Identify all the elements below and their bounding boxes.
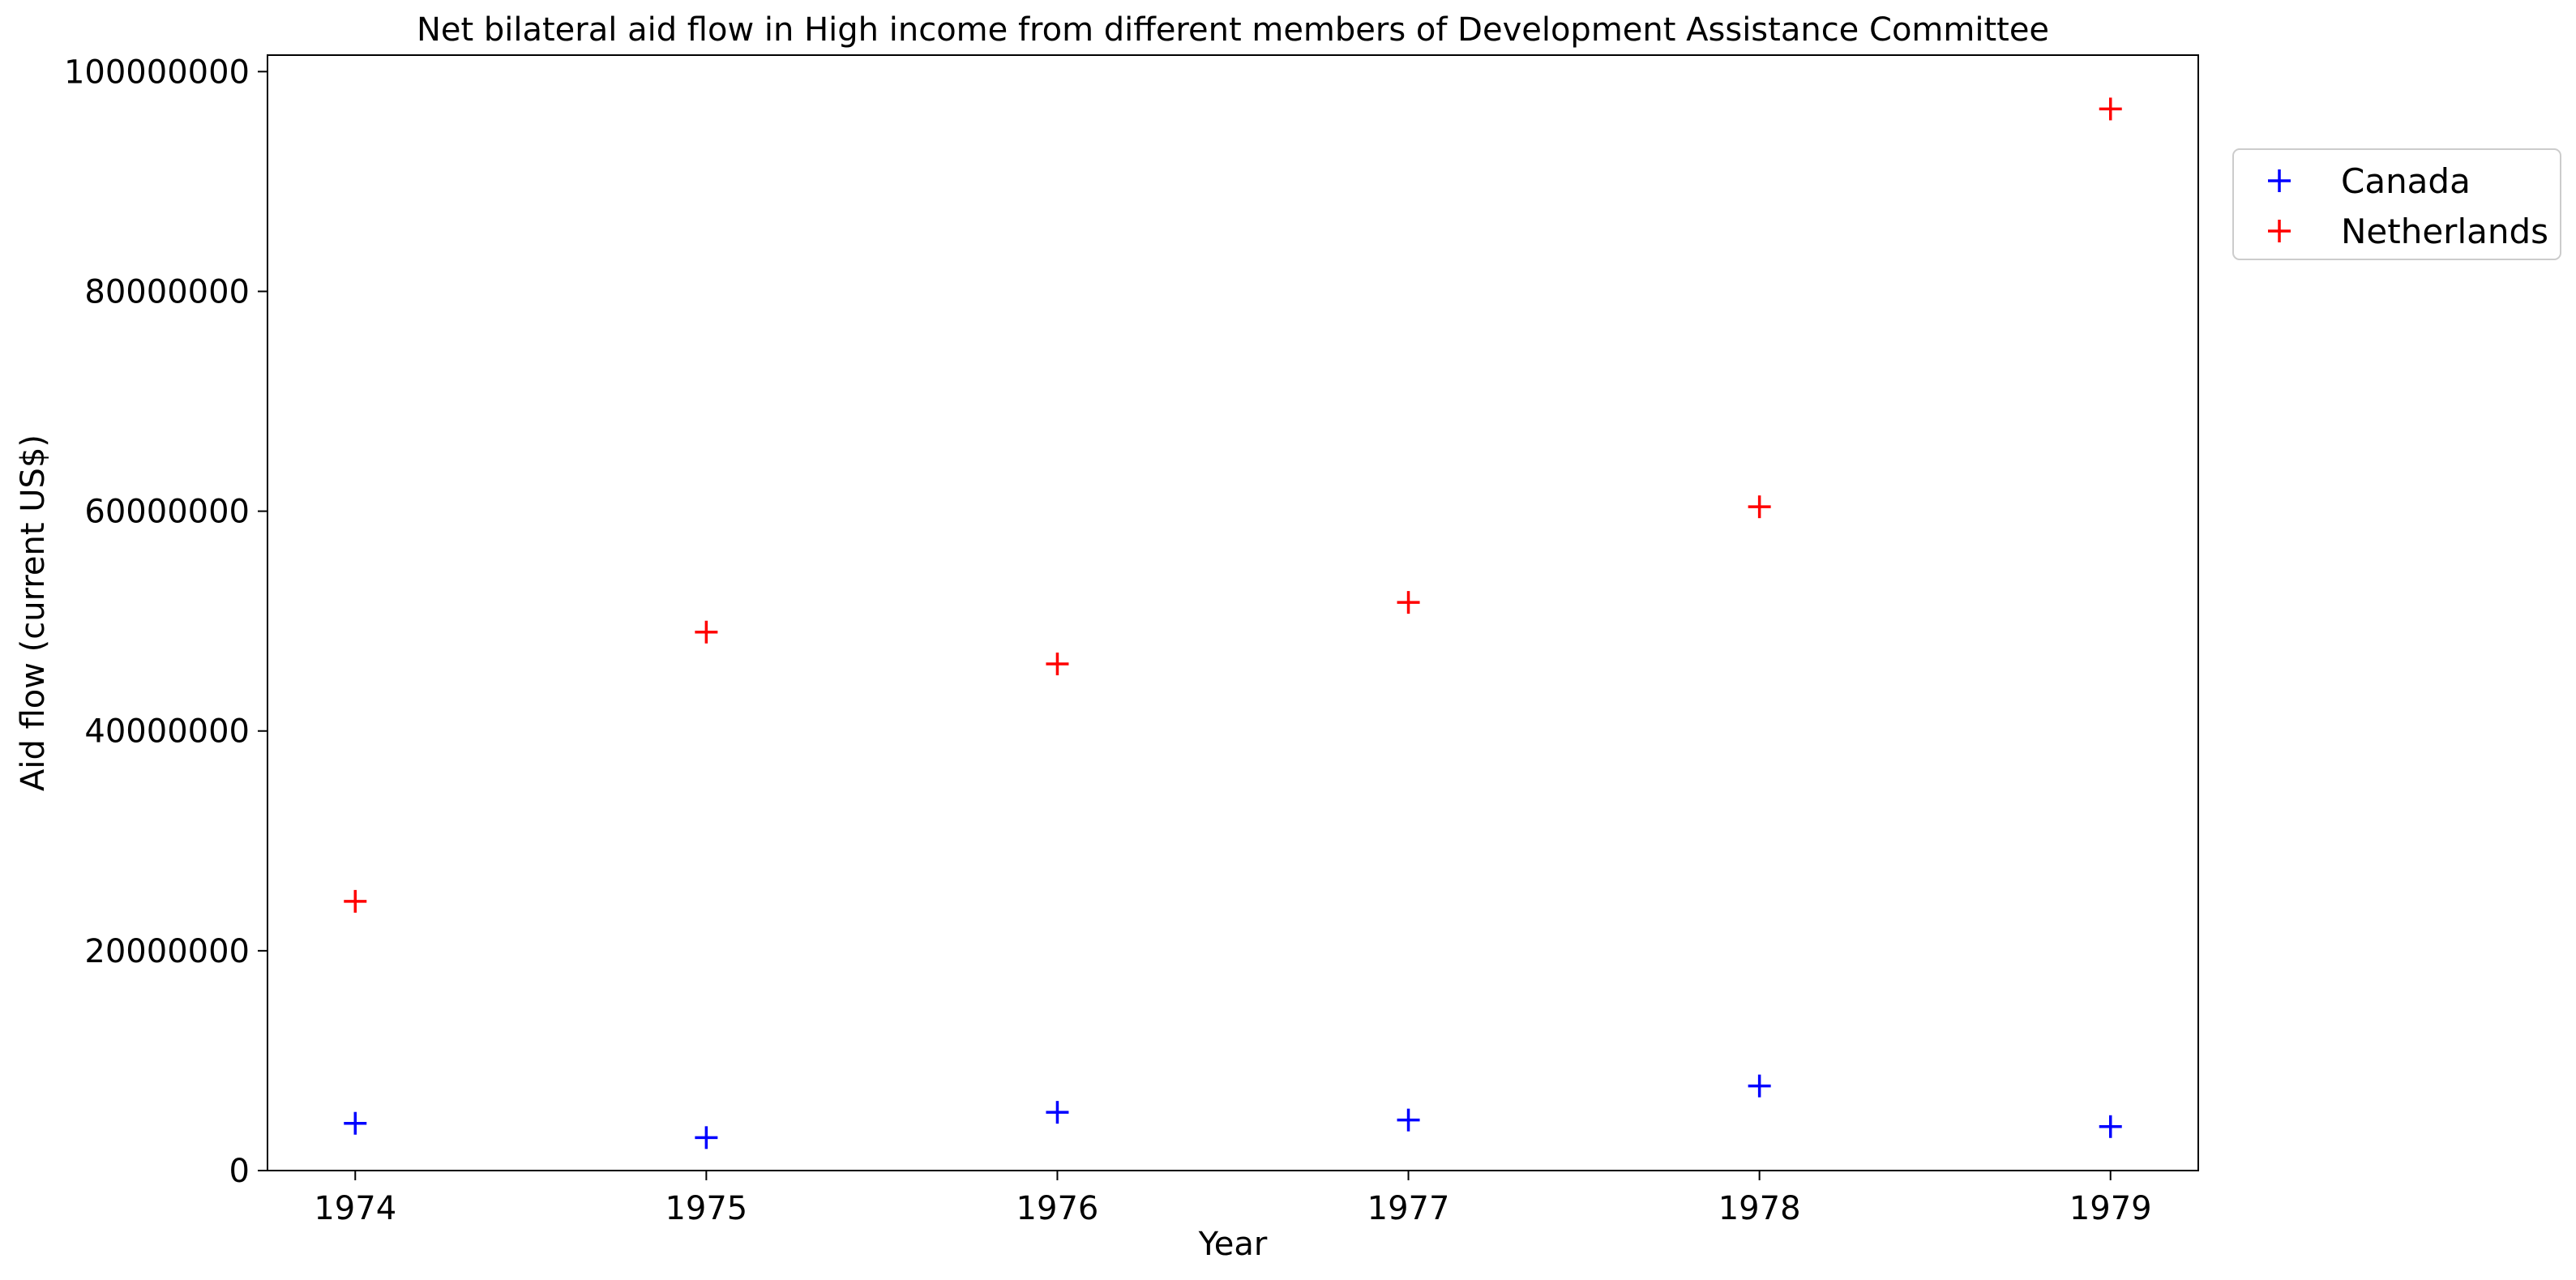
legend-marker: [2268, 220, 2291, 242]
point-canada: [344, 1111, 367, 1135]
x-tick-label: 1978: [1718, 1190, 1801, 1227]
point-canada: [1046, 1101, 1069, 1124]
legend-label: Canada: [2341, 161, 2471, 201]
x-tick-label: 1975: [665, 1190, 747, 1227]
point-canada: [2099, 1115, 2122, 1138]
point-netherlands: [1046, 653, 1069, 676]
legend-box: [2232, 148, 2561, 260]
data-points: [344, 97, 2122, 1149]
x-axis: 1974 1975 1976 1977 1978 1979: [314, 1171, 2152, 1227]
point-netherlands: [695, 620, 718, 644]
x-tick-label: 1979: [2069, 1190, 2152, 1227]
y-tick-label: 40000000: [84, 713, 250, 751]
x-axis-label: Year: [1198, 1226, 1268, 1263]
point-netherlands: [344, 889, 367, 913]
point-canada: [695, 1126, 718, 1149]
y-tick-label: 80000000: [84, 273, 250, 310]
point-netherlands: [1748, 495, 1771, 519]
y-axis: 0 20000000 40000000 60000000 80000000 1000000…: [64, 54, 267, 1190]
y-tick-label: 20000000: [84, 933, 250, 970]
chart-title: Net bilateral aid flow in High income fr…: [417, 11, 2049, 49]
legend: Canada Netherlands: [2232, 148, 2561, 260]
legend-item-netherlands: Netherlands: [2268, 212, 2548, 251]
legend-item-canada: Canada: [2268, 161, 2471, 201]
y-tick-label: 100000000: [64, 54, 250, 91]
point-netherlands: [2099, 97, 2122, 121]
point-netherlands: [1397, 591, 1420, 614]
legend-label: Netherlands: [2341, 212, 2548, 251]
y-tick-label: 60000000: [84, 494, 250, 531]
plot-area: [267, 54, 2199, 1171]
x-tick-label: 1974: [314, 1190, 396, 1227]
y-tick-label: 0: [229, 1153, 250, 1190]
point-canada: [1397, 1108, 1420, 1132]
y-axis-label: Aid flow (current US$): [15, 435, 52, 791]
x-tick-label: 1976: [1016, 1190, 1099, 1227]
x-tick-label: 1977: [1367, 1190, 1450, 1227]
point-canada: [1748, 1074, 1771, 1098]
legend-marker: [2268, 169, 2291, 192]
